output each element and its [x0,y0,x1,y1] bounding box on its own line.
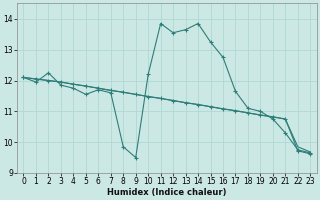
X-axis label: Humidex (Indice chaleur): Humidex (Indice chaleur) [107,188,227,197]
